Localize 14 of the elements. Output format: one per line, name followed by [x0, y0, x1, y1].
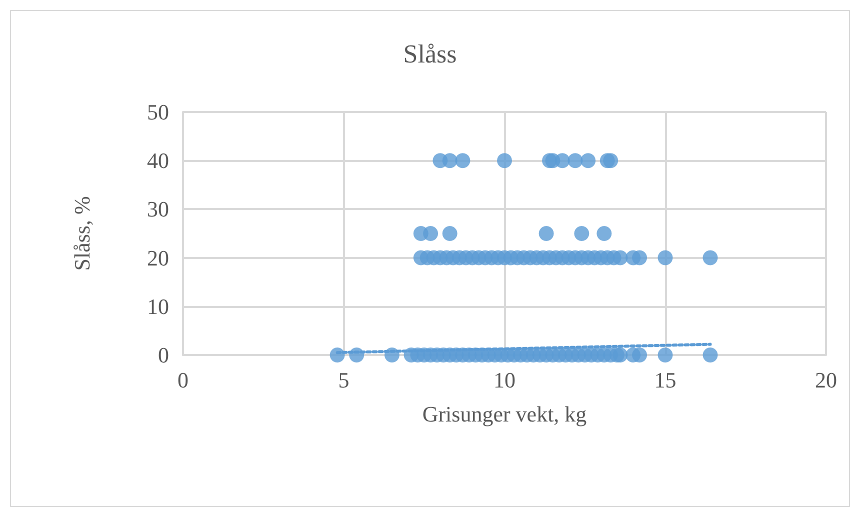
x-tick-label: 15 — [654, 368, 676, 392]
y-axis-title: Slåss, % — [70, 196, 94, 271]
x-tick-label: 10 — [494, 368, 516, 392]
y-tick-label: 30 — [147, 196, 169, 222]
x-tick-label: 20 — [815, 368, 837, 392]
y-tick-label: 40 — [147, 148, 169, 174]
y-tick-label: 50 — [147, 100, 169, 124]
y-tick-label: 10 — [147, 294, 169, 319]
x-axis-title: Grisunger vekt, kg — [422, 402, 587, 426]
x-tick-label: 0 — [178, 368, 188, 392]
y-tick-label: 20 — [147, 245, 169, 270]
x-tick-label: 5 — [338, 368, 350, 392]
y-tick-label: 0 — [158, 342, 169, 368]
chart-title: Slåss — [403, 40, 457, 68]
